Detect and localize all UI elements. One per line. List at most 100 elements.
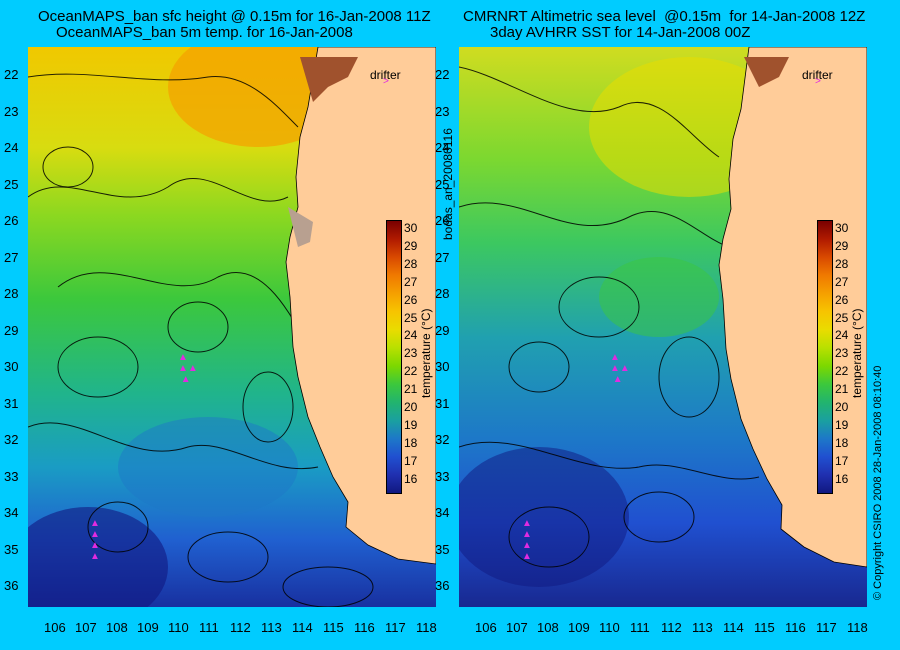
left-lat-tick: 34 (4, 505, 19, 520)
left-lon-tick: 116 (354, 620, 375, 635)
left-map-title: OceanMAPS_ban sfc height @ 0.15m for 16-… (38, 8, 431, 25)
left-map-image (28, 47, 436, 607)
colorbar-tick: 30 (835, 221, 849, 235)
right-drifter-track-north: ▲ ▲▲ ▲ (610, 352, 630, 385)
right-lon-tick: 118 (847, 620, 868, 635)
right-lat-tick: 22 (435, 67, 450, 82)
colorbar-tick: 28 (835, 256, 849, 271)
copyright-text: © Copyright CSIRO 2008 28-Jan-2008 08:10… (872, 365, 884, 600)
left-colorbar (386, 220, 402, 494)
left-colorbar-label: temperature (°C) (419, 308, 433, 399)
colorbar-tick: 29 (835, 238, 849, 253)
right-lon-tick: 115 (754, 620, 775, 635)
left-lon-tick: 109 (137, 620, 159, 635)
colorbar-tick: 24 (404, 328, 418, 343)
left-lat-tick: 36 (4, 578, 19, 593)
left-lon-tick: 112 (230, 620, 251, 635)
left-lon-tick: 114 (292, 620, 313, 635)
left-drifter-label: drifter (370, 68, 401, 82)
right-lon-tick: 106 (475, 620, 497, 635)
left-lat-tick: 32 (4, 432, 19, 447)
right-lon-tick: 107 (506, 620, 528, 635)
right-lon-tick: 112 (661, 620, 682, 635)
left-lat-tick: 23 (4, 103, 19, 119)
colorbar-tick: 20 (404, 400, 418, 414)
right-lat-tick: 28 (435, 286, 450, 301)
left-lat-tick: 31 (4, 395, 19, 411)
right-lon-tick: 110 (599, 620, 620, 635)
colorbar-tick: 19 (404, 417, 418, 432)
left-drifter-marker: > (383, 76, 389, 87)
colorbar-tick: 22 (404, 364, 418, 379)
right-lat-tick: 29 (435, 322, 450, 338)
left-lat-tick: 27 (4, 249, 19, 265)
left-lon-tick: 110 (168, 620, 189, 635)
right-lat-tick: 34 (435, 505, 450, 520)
colorbar-tick: 21 (404, 382, 418, 397)
colorbar-tick: 25 (835, 310, 849, 325)
right-lon-tick: 108 (537, 620, 559, 635)
left-lon-tick: 118 (416, 620, 437, 635)
left-lon-tick: 117 (385, 620, 406, 635)
left-lon-tick: 108 (106, 620, 128, 635)
left-lat-tick: 24 (4, 140, 19, 155)
right-lon-tick: 116 (785, 620, 806, 635)
right-lat-tick: 23 (435, 103, 450, 119)
right-lon-tick: 109 (568, 620, 590, 635)
colorbar-tick: 26 (835, 292, 849, 307)
colorbar-tick: 24 (835, 328, 849, 343)
colorbar-tick: 22 (835, 364, 849, 379)
right-lat-tick: 35 (435, 541, 450, 557)
right-lat-tick: 26 (435, 213, 450, 228)
right-lat-tick: 31 (435, 395, 450, 411)
left-lat-tick: 26 (4, 213, 19, 228)
left-map-subtitle: OceanMAPS_ban 5m temp. for 16-Jan-2008 (56, 24, 353, 41)
colorbar-tick: 19 (835, 417, 849, 432)
analysis-id-text: bodas_an_20080116 (441, 128, 455, 240)
right-drifter-label: drifter (802, 68, 833, 82)
colorbar-tick: 18 (404, 435, 418, 450)
left-lat-tick: 25 (4, 176, 19, 192)
left-lat-tick: 22 (4, 67, 19, 82)
right-lat-tick: 36 (435, 578, 450, 593)
left-lat-tick: 29 (4, 322, 19, 338)
left-drifter-track-south: ▲ ▲ ▲ ▲ (90, 518, 100, 562)
right-lon-tick: 111 (630, 620, 650, 635)
colorbar-tick: 17 (404, 453, 418, 468)
left-lon-tick: 113 (261, 620, 282, 635)
left-lat-tick: 30 (4, 359, 19, 374)
right-lon-tick: 117 (816, 620, 837, 635)
right-drifter-marker: > (815, 76, 821, 87)
left-map-panel (28, 47, 436, 607)
right-lat-tick: 27 (435, 249, 450, 265)
colorbar-tick: 16 (404, 471, 418, 486)
right-lat-tick: 33 (435, 468, 450, 484)
colorbar-tick: 27 (404, 274, 418, 289)
right-drifter-track-south: ▲ ▲ ▲ ▲ (522, 518, 532, 562)
colorbar-tick: 21 (835, 382, 849, 397)
colorbar-tick: 27 (835, 274, 849, 289)
right-lon-tick: 113 (692, 620, 713, 635)
right-lat-tick: 30 (435, 359, 450, 374)
colorbar-tick: 16 (835, 471, 849, 486)
right-colorbar-label: temperature (°C) (850, 308, 864, 399)
colorbar-tick: 17 (835, 453, 849, 468)
right-lat-tick: 32 (435, 432, 450, 447)
left-lat-tick: 33 (4, 468, 19, 484)
right-map-subtitle: 3day AVHRR SST for 14-Jan-2008 00Z (490, 24, 751, 41)
right-map-image (459, 47, 867, 607)
right-map-panel (459, 47, 867, 607)
colorbar-tick: 30 (404, 221, 418, 235)
colorbar-tick: 20 (835, 400, 849, 414)
colorbar-tick: 25 (404, 310, 418, 325)
right-lat-tick: 25 (435, 176, 450, 192)
right-lon-tick: 114 (723, 620, 744, 635)
colorbar-tick: 23 (835, 346, 849, 361)
colorbar-tick: 28 (404, 256, 418, 271)
colorbar-tick: 23 (404, 346, 418, 361)
left-lon-tick: 111 (199, 620, 219, 635)
colorbar-tick: 29 (404, 238, 418, 253)
right-lat-tick: 24 (435, 140, 450, 155)
left-lon-tick: 115 (323, 620, 344, 635)
left-lon-tick: 106 (44, 620, 66, 635)
